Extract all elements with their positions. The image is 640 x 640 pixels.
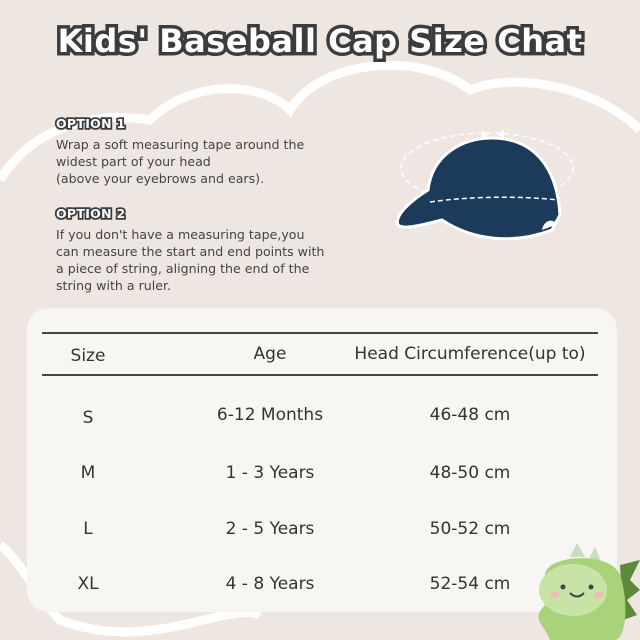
cell-circumference: 46-48 cm <box>429 405 511 425</box>
header-size: Size <box>70 346 106 366</box>
page-title: Kids' Baseball Cap Size Chat <box>54 19 585 64</box>
cell-circumference: 50-52 cm <box>429 519 511 539</box>
header-head-circumference: Head Circumference(up to) <box>354 344 586 364</box>
option-1-label: OPTION 1 <box>54 114 127 133</box>
option-1-text: Wrap a soft measuring tape around the wi… <box>56 137 305 186</box>
cell-size: XL <box>77 574 99 594</box>
header-age: Age <box>253 344 287 364</box>
baseball-cap-image <box>395 130 574 241</box>
cell-age: 6-12 Months <box>216 405 324 425</box>
cell-size: L <box>83 519 93 539</box>
cell-size: M <box>80 463 96 483</box>
cell-circumference: 52-54 cm <box>429 574 511 594</box>
cell-circumference: 48-50 cm <box>429 463 511 483</box>
size-table-card <box>27 308 617 612</box>
cell-age: 2 - 5 Years <box>225 519 315 539</box>
option-2-label: OPTION 2 <box>54 204 127 223</box>
cell-size: S <box>82 408 94 428</box>
cell-age: 1 - 3 Years <box>225 463 315 483</box>
cell-age: 4 - 8 Years <box>225 574 315 594</box>
dinosaur-mascot-image <box>538 543 640 640</box>
option-2-text: If you don't have a measuring tape,you c… <box>56 227 325 293</box>
table-header-rule <box>42 374 598 376</box>
table-top-rule <box>42 332 598 334</box>
